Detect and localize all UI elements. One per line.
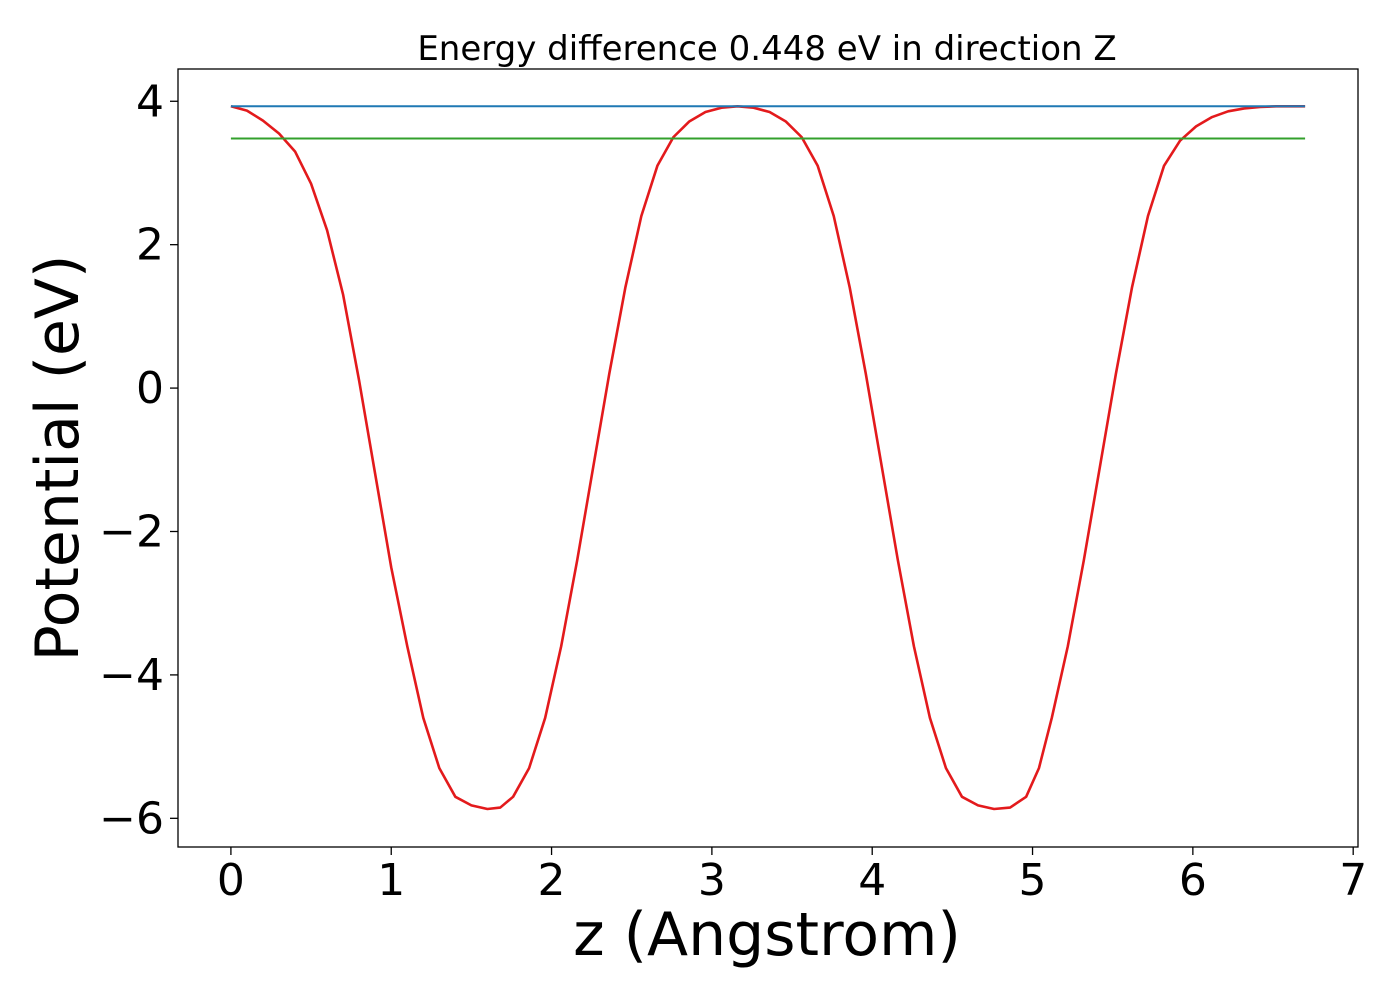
x-tick-label: 7 [1339,855,1367,906]
plot-frame [177,68,1359,848]
x-tick-label: 2 [538,855,566,906]
y-tick-label: −4 [99,650,164,701]
x-tick-label: 0 [217,855,245,906]
x-tick-label: 3 [698,855,726,906]
y-axis: −6 −4 −2 0 2 4 [99,76,178,844]
y-tick-label: −6 [99,793,164,844]
series-line-potential [230,104,1306,811]
x-tick-label: 5 [1019,855,1047,906]
x-tick-label: 4 [858,855,886,906]
y-axis-title: Potential (eV) [23,255,93,662]
y-tick-label: 2 [136,220,164,271]
y-tick-label: 0 [136,363,164,414]
series-layer [230,104,1306,811]
x-axis: 0 1 2 3 4 5 6 7 [217,847,1367,906]
y-tick-label: −2 [99,506,164,557]
x-tick-label: 1 [377,855,405,906]
x-axis-title: z (Angstrom) [573,900,961,970]
chart-title: Energy difference 0.448 eV in direction … [417,29,1116,69]
y-tick-label: 4 [136,76,164,127]
x-tick-label: 6 [1179,855,1207,906]
